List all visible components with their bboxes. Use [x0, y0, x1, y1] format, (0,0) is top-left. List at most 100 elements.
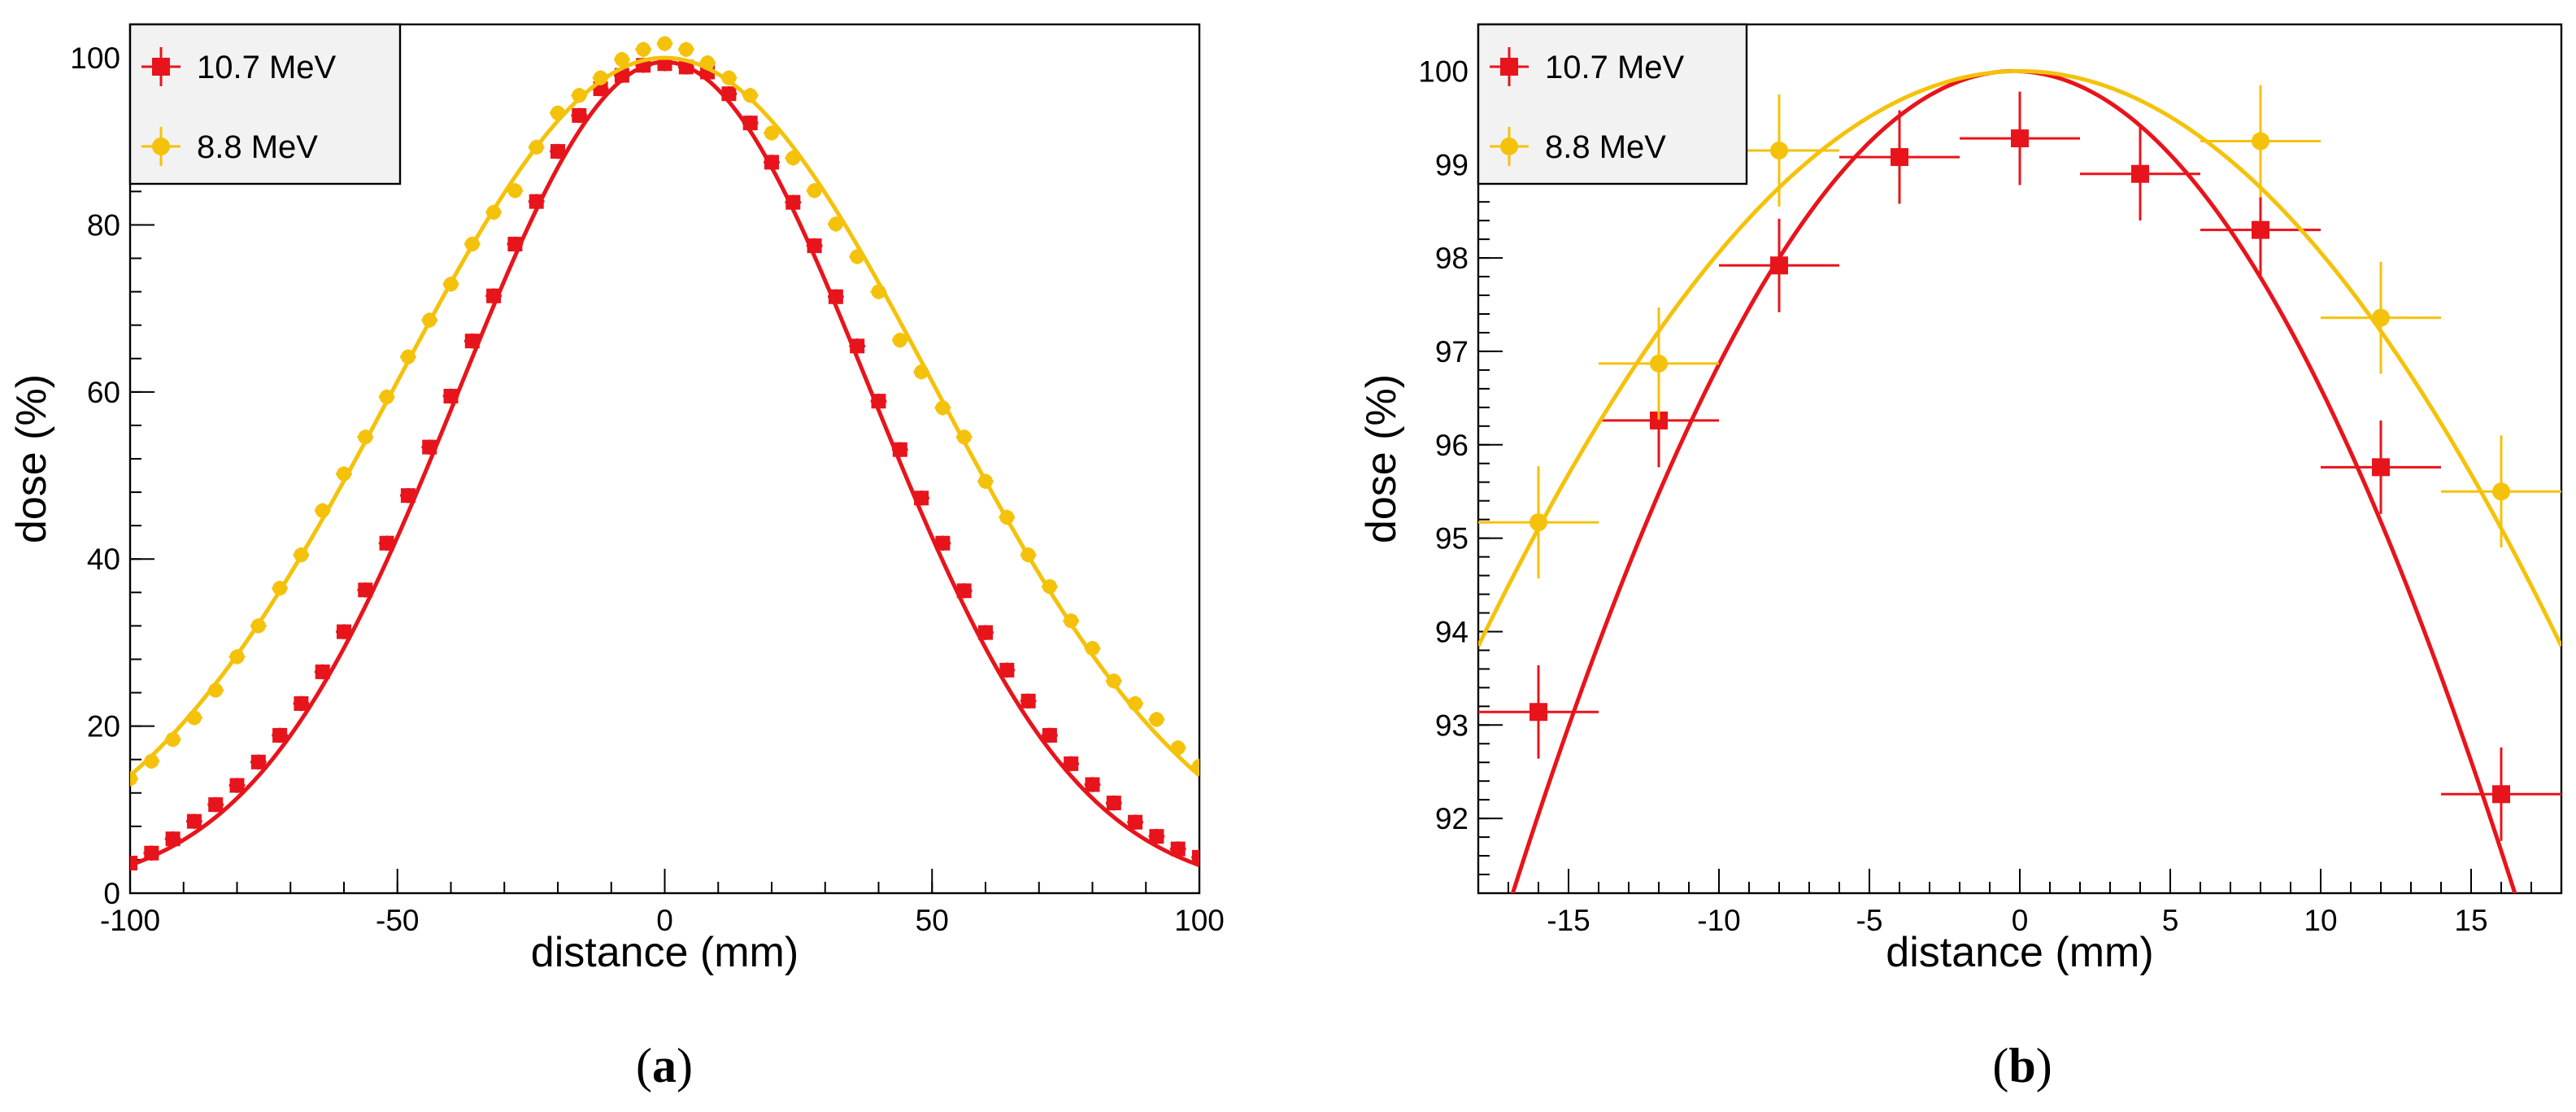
data-point — [1128, 696, 1143, 711]
legend-label: 8.8 MeV — [197, 129, 318, 165]
data-point — [2252, 132, 2269, 150]
data-point — [250, 618, 266, 634]
data-point — [2372, 458, 2390, 477]
caption-close-paren: ) — [677, 1039, 693, 1092]
data-point — [144, 845, 159, 861]
data-point — [315, 503, 330, 518]
y-tick-label: 100 — [1418, 55, 1469, 88]
data-point — [2131, 164, 2149, 183]
data-point — [1530, 513, 1547, 532]
data-point — [1891, 148, 1908, 167]
data-point — [507, 183, 523, 198]
data-point — [935, 400, 951, 416]
data-point — [358, 582, 373, 598]
data-point — [892, 442, 907, 457]
data-point — [914, 364, 929, 380]
data-point — [186, 813, 202, 829]
data-point — [636, 41, 651, 57]
data-point — [130, 771, 137, 787]
data-point — [956, 430, 972, 445]
x-tick-label: -10 — [1697, 904, 1740, 937]
y-tick-label: 80 — [87, 208, 120, 242]
data-point — [400, 349, 416, 364]
data-point — [337, 466, 351, 482]
caption-close-paren: ) — [2036, 1039, 2052, 1092]
data-point — [914, 491, 929, 506]
legend-marker — [1500, 137, 1518, 155]
y-tick-label: 96 — [1435, 429, 1469, 462]
data-point — [144, 753, 159, 769]
panel-caption: (a) — [636, 1039, 693, 1092]
caption-open-paren: ( — [1992, 1039, 2008, 1092]
data-point — [700, 55, 716, 71]
data-point — [1530, 703, 1547, 722]
data-point — [999, 662, 1015, 678]
data-point — [443, 388, 459, 403]
data-point — [1170, 740, 1186, 756]
series-8-8-mev — [130, 36, 1199, 787]
data-point — [593, 70, 608, 85]
data-point — [678, 41, 694, 57]
data-point — [379, 390, 394, 405]
data-point — [828, 216, 843, 232]
data-point — [764, 155, 779, 170]
x-tick-label: 0 — [2012, 904, 2029, 937]
y-tick-label: 40 — [87, 543, 120, 576]
data-point — [2372, 308, 2390, 327]
data-point — [892, 333, 907, 348]
data-point — [742, 116, 758, 131]
data-point — [850, 338, 865, 354]
data-point — [572, 88, 587, 103]
x-tick-label: -100 — [100, 904, 160, 937]
x-tick-label: 10 — [2304, 904, 2337, 937]
caption-open-paren: ( — [636, 1039, 652, 1092]
data-point — [1770, 142, 1788, 160]
y-tick-label: 98 — [1435, 242, 1469, 275]
panel-caption: (b) — [1992, 1039, 2052, 1092]
data-point — [229, 778, 245, 793]
data-point — [1170, 841, 1186, 857]
data-point — [657, 56, 672, 72]
y-tick-label: 99 — [1435, 148, 1469, 181]
data-point — [1650, 354, 1668, 373]
caption-letter: b — [2008, 1039, 2035, 1092]
data-point — [486, 288, 502, 303]
data-point — [130, 856, 137, 871]
x-tick-label: -5 — [1856, 904, 1883, 937]
legend-box — [1477, 23, 1748, 185]
y-tick-label: 0 — [103, 877, 120, 910]
data-point — [956, 583, 972, 599]
data-point — [1149, 829, 1164, 844]
x-tick-label: 0 — [656, 904, 673, 937]
data-point — [1149, 712, 1164, 727]
data-point — [400, 488, 416, 504]
data-point — [1042, 727, 1057, 743]
data-point — [294, 696, 309, 711]
data-point — [165, 831, 181, 847]
data-point — [186, 710, 202, 726]
data-point — [1650, 411, 1668, 430]
data-point — [978, 473, 993, 489]
data-point — [422, 439, 437, 455]
data-point — [486, 205, 502, 220]
data-point — [999, 509, 1015, 525]
data-point — [764, 125, 779, 141]
data-point — [935, 535, 951, 551]
data-point — [529, 139, 544, 155]
data-point — [1106, 796, 1121, 811]
legend: 10.7 MeV 8.8 MeV — [128, 23, 402, 185]
data-point — [379, 535, 394, 551]
data-point — [1020, 693, 1036, 709]
data-point — [1020, 547, 1036, 563]
data-point — [614, 52, 629, 68]
data-point — [208, 797, 224, 813]
fit-curve — [1510, 68, 2517, 893]
y-axis-label: dose (%) — [8, 374, 55, 543]
caption-letter: a — [652, 1039, 677, 1092]
y-tick-label: 20 — [87, 710, 120, 744]
data-point — [2492, 482, 2510, 501]
data-point — [785, 150, 801, 166]
data-point — [208, 682, 224, 698]
series-8-8-mev — [1478, 68, 2561, 648]
